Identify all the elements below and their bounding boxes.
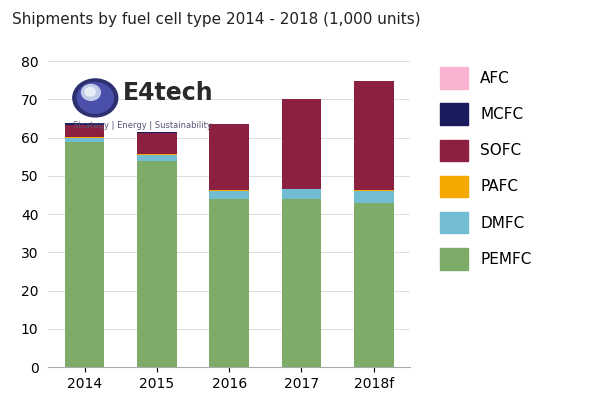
Text: Shipments by fuel cell type 2014 - 2018 (1,000 units): Shipments by fuel cell type 2014 - 2018 … [12,12,421,27]
Bar [65,125,104,137]
Bar [65,138,104,142]
Circle shape [77,82,113,113]
Bar [209,124,249,191]
Bar [282,188,321,189]
Bar [354,191,394,203]
Legend: AFC, MCFC, SOFC, PAFC, DMFC, PEMFC: AFC, MCFC, SOFC, PAFC, DMFC, PEMFC [436,63,536,274]
Bar [354,82,394,191]
Bar [137,133,177,154]
Text: E4tech: E4tech [122,81,213,105]
Bar [282,199,321,367]
Bar [65,123,104,125]
Bar [65,142,104,367]
Bar [209,199,249,367]
Bar [137,155,177,161]
Bar [282,189,321,199]
Circle shape [73,79,118,117]
Bar [137,161,177,367]
Bar [65,137,104,138]
Bar [137,132,177,133]
Text: Strategy | Energy | Sustainability: Strategy | Energy | Sustainability [73,121,212,130]
Bar [209,191,249,199]
Bar [354,203,394,367]
Bar [282,99,321,188]
Bar [137,154,177,155]
Circle shape [81,84,100,100]
Circle shape [85,87,95,96]
